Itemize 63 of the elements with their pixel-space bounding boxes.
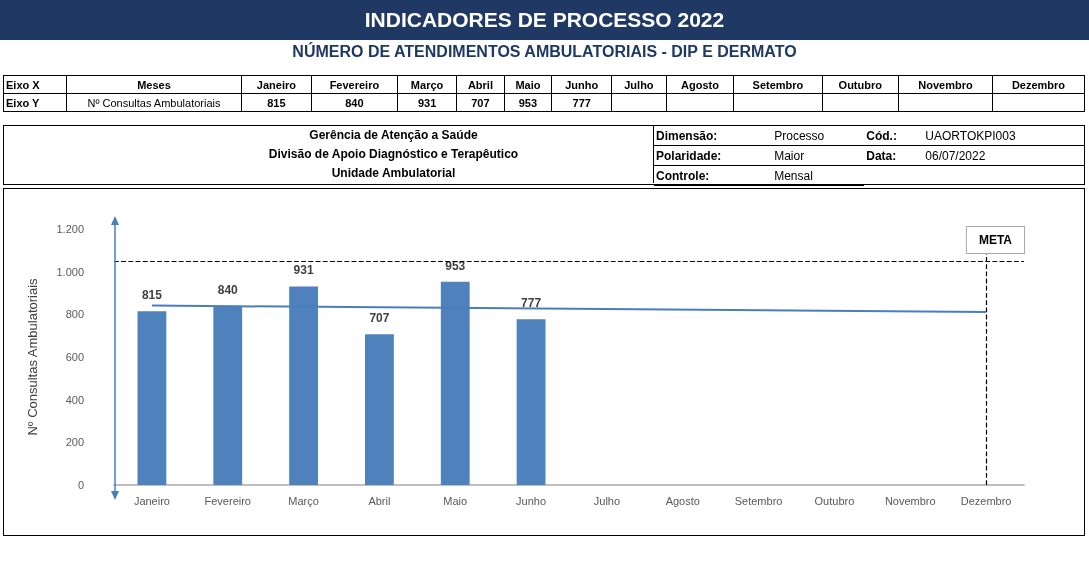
x-tick-label: Junho [516, 494, 547, 507]
category-label: Janeiro [256, 78, 296, 91]
text: 777 [551, 93, 612, 112]
data-label: 931 [293, 263, 314, 278]
category-label: Março [410, 78, 444, 91]
y-tick-label: 800 [65, 308, 84, 321]
category-label: Julho [624, 78, 654, 91]
text: Eixo X [3, 75, 67, 94]
data-label: 777 [521, 296, 542, 311]
data-label: 840 [217, 282, 239, 297]
y-axis-title: Nº Consultas Ambulatoriais [25, 277, 40, 436]
text: 06/07/2022 [923, 145, 1084, 166]
data-label: 815 [141, 288, 163, 303]
text: Data: [864, 145, 924, 166]
category-label: Outubro [838, 78, 882, 91]
category-label: Fevereiro [329, 78, 380, 91]
text: 931 [397, 93, 457, 112]
x-tick-label: Dezembro [960, 494, 1012, 507]
y-tick-label: 1.000 [56, 265, 84, 278]
x-tick-label: Outubro [814, 494, 855, 507]
text: UAORTOKPI003 [923, 126, 1084, 146]
data-label: 707 [369, 311, 390, 326]
chart-subtitle: NÚMERO DE ATENDIMENTOS AMBULATORIAIS - DIP E DERMATO [291, 43, 798, 61]
category-label: Setembro [752, 78, 804, 91]
text: 840 [311, 93, 398, 112]
text: Mensal [772, 165, 865, 186]
x-tick-label: Março [288, 494, 319, 507]
y-tick-label: 600 [65, 351, 84, 363]
text: Eixo Y [3, 93, 67, 112]
text: 815 [241, 93, 312, 112]
text: Meses [66, 75, 242, 94]
text: Divisão de Apoio Diagnóstico e Terapêutico [267, 146, 520, 163]
text: Nº Consultas Ambulatoriais [66, 93, 242, 112]
y-tick-label: 200 [65, 436, 84, 449]
chart-title: INDICADORES DE PROCESSO 2022 [0, 0, 1089, 40]
x-tick-label: Julho [593, 494, 621, 507]
category-label: Agosto [681, 78, 719, 91]
text: 953 [504, 93, 552, 112]
x-tick-label: Setembro [734, 494, 783, 507]
y-tick-label: 1.200 [56, 223, 84, 235]
ref-line-label: META [978, 233, 1013, 247]
category-label: Junho [565, 78, 599, 91]
x-tick-label: Janeiro [133, 494, 170, 507]
text: Processo [772, 126, 865, 146]
text: Controle: [654, 165, 773, 186]
category-label: Maio [515, 78, 541, 91]
y-tick-label: 400 [65, 393, 84, 406]
x-tick-label: Abril [368, 494, 391, 507]
text: Gerência de Atenção a Saúde [308, 127, 479, 144]
text: Polaridade: [654, 145, 773, 166]
text: Dimensão: [654, 126, 773, 146]
text: Unidade Ambulatorial [330, 165, 457, 182]
y-tick-label: 0 [77, 479, 84, 491]
x-tick-label: Novembro [884, 494, 936, 507]
x-tick-label: Fevereiro [204, 494, 251, 507]
category-label: Abril [467, 78, 493, 91]
text: Cód.: [864, 126, 924, 146]
category-label: Novembro [918, 78, 973, 91]
x-tick-label: Maio [443, 494, 468, 507]
category-label: Dezembro [1011, 78, 1066, 91]
text: Maior [772, 145, 865, 166]
text: 707 [456, 93, 505, 112]
x-tick-label: Agosto [665, 494, 700, 507]
